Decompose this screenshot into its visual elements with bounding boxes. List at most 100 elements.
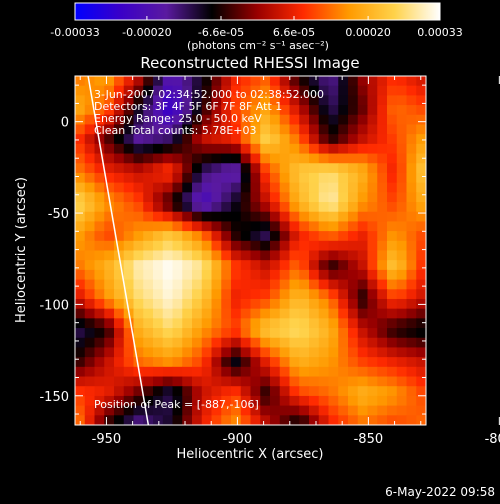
heatmap-cell — [309, 260, 320, 271]
heatmap-cell — [84, 347, 96, 358]
heatmap-cell — [289, 240, 300, 252]
heatmap-cell — [338, 240, 349, 252]
heatmap-cell — [172, 163, 183, 174]
heatmap-cell — [94, 289, 105, 300]
heatmap-cell — [75, 95, 86, 106]
heatmap-cell — [114, 143, 125, 155]
colorbar-ticks: -0.00033 -0.00020 -6.6e-05 6.6e-05 0.00020 0.… — [50, 16, 463, 39]
heatmap-cell — [387, 172, 398, 184]
heatmap-cell — [396, 114, 408, 126]
heatmap-cell — [260, 153, 271, 164]
heatmap-cell — [348, 337, 359, 349]
heatmap-cell — [201, 240, 213, 252]
heatmap-cell — [94, 114, 105, 126]
heatmap-cell — [309, 328, 320, 339]
heatmap-cell — [416, 114, 426, 126]
heatmap-cell — [260, 386, 271, 397]
heatmap-cell — [289, 269, 300, 281]
heatmap-cell — [162, 240, 174, 252]
heatmap-cell — [231, 279, 242, 290]
heatmap-cell — [357, 318, 369, 329]
heatmap-cell — [104, 231, 115, 242]
heatmap-cell — [260, 250, 271, 261]
heatmap-cell — [231, 337, 242, 349]
heatmap-cell — [104, 415, 115, 425]
heatmap-cell — [260, 366, 271, 378]
heatmap-cell — [84, 415, 96, 425]
heatmap-cell — [201, 221, 213, 232]
heatmap-cell — [231, 357, 242, 368]
heatmap-cell — [231, 95, 242, 106]
heatmap-cell — [231, 318, 242, 329]
heatmap-cell — [279, 124, 291, 135]
heatmap-cell — [387, 182, 398, 193]
heatmap-cell — [299, 395, 310, 407]
heatmap-cell — [143, 289, 154, 300]
heatmap-cell — [406, 95, 417, 106]
heatmap-cell — [94, 269, 105, 281]
heatmap-cell — [309, 163, 320, 174]
heatmap-cell — [201, 172, 213, 184]
heatmap-cell — [416, 95, 426, 106]
heatmap-cell — [123, 415, 135, 425]
heatmap-cell — [338, 76, 349, 87]
heatmap-cell — [114, 95, 125, 106]
heatmap-cell — [221, 318, 232, 329]
heatmap-cell — [367, 405, 378, 416]
heatmap-cell — [192, 415, 203, 425]
heatmap-cell — [260, 124, 271, 135]
heatmap-cell — [133, 134, 144, 145]
heatmap-cell — [133, 143, 144, 155]
heatmap-cell — [201, 298, 213, 310]
heatmap-cell — [104, 289, 115, 300]
heatmap-cell — [377, 289, 388, 300]
heatmap-cell — [104, 76, 115, 87]
heatmap-cell — [133, 386, 144, 397]
heatmap-cell — [406, 76, 417, 87]
heatmap-cell — [143, 163, 154, 174]
heatmap-cell — [318, 337, 330, 349]
heatmap-cell — [172, 298, 183, 310]
heatmap-cell — [162, 143, 174, 155]
heatmap-cell — [153, 357, 164, 368]
heatmap-cell — [289, 105, 300, 116]
heatmap-cell — [162, 250, 174, 261]
heatmap-cell — [231, 221, 242, 232]
heatmap-cell — [270, 134, 281, 145]
heatmap-cell — [406, 221, 417, 232]
heatmap-cell — [357, 134, 369, 145]
heatmap-cell — [123, 405, 135, 416]
heatmap-cell — [416, 163, 426, 174]
heatmap-cell — [367, 395, 378, 407]
heatmap-cell — [94, 202, 105, 213]
heatmap-cell — [250, 182, 261, 193]
heatmap-cell — [270, 289, 281, 300]
heatmap-cell — [250, 337, 261, 349]
heatmap-cell — [338, 114, 349, 126]
heatmap-cell — [357, 124, 369, 135]
heatmap-cell — [114, 240, 125, 252]
heatmap-cell — [143, 211, 154, 223]
heatmap-cell — [289, 95, 300, 106]
heatmap-cell — [367, 105, 378, 116]
heatmap-cell — [260, 298, 271, 310]
y-tick-label: -50 — [48, 207, 69, 222]
heatmap-cell — [133, 85, 144, 96]
heatmap-cell — [357, 328, 369, 339]
heatmap-cell — [318, 366, 330, 378]
heatmap-cell — [416, 347, 426, 358]
heatmap-cell — [114, 172, 125, 184]
heatmap-cell — [260, 172, 271, 184]
heatmap-cell — [406, 163, 417, 174]
heatmap-cell — [299, 211, 310, 223]
heatmap-cell — [240, 308, 252, 319]
heatmap-cell — [289, 357, 300, 368]
heatmap-cell — [299, 308, 310, 319]
heatmap-cell — [250, 250, 261, 261]
heatmap-cell — [416, 76, 426, 87]
heatmap-cell — [387, 250, 398, 261]
heatmap-cell — [104, 143, 115, 155]
heatmap-cell — [114, 366, 125, 378]
heatmap-cell — [260, 395, 271, 407]
heatmap-cell — [396, 134, 408, 145]
